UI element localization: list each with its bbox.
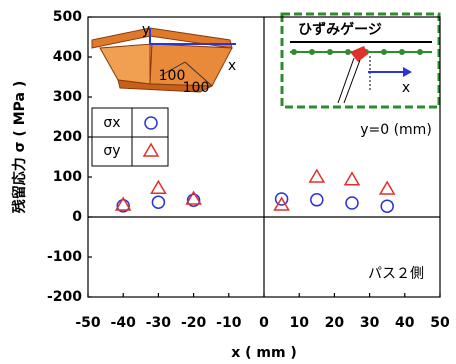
y-tick-label: -200 [47,289,82,305]
x-tick-label: -40 [111,315,137,331]
x-tick-label: 50 [430,315,450,331]
data-point [311,194,323,206]
x-tick-label: 10 [289,315,309,331]
annotation: 100 [159,68,186,84]
y-tick-label: 0 [72,209,82,225]
x-tick-label: 40 [395,315,415,331]
annotation: 100 [183,80,210,96]
annotation: x [402,80,410,96]
data-point [152,196,164,208]
x-tick-label: 20 [325,315,345,331]
chart: -200-1000100200300400500-50-40-30-20-100… [0,0,456,364]
y-tick-label: 200 [53,129,82,145]
y-tick-label: -100 [47,249,82,265]
annotation: y [142,22,150,38]
x-tick-label: 30 [360,315,380,331]
annotation: ひずみゲージ [298,21,382,38]
y-tick-label: 400 [53,49,82,65]
annotation: y=0 (mm) [360,122,432,138]
y-tick-label: 300 [53,89,82,105]
x-tick-label: -30 [146,315,172,331]
data-point [346,197,358,209]
data-point [345,173,359,185]
x-tick-label: 0 [259,315,269,331]
x-axis-label: x ( mm ) [231,345,297,361]
x-tick-label: -50 [75,315,101,331]
data-point [275,198,289,210]
legend-label: σy [103,143,120,159]
data-point [381,200,393,212]
data-point [310,170,324,182]
annotation: パス２側 [368,266,424,282]
annotation: x [228,58,236,74]
x-tick-label: -10 [216,315,242,331]
x-tick-label: -20 [181,315,207,331]
y-tick-label: 100 [53,169,82,185]
data-point [380,182,394,194]
y-tick-label: 500 [53,9,82,25]
y-axis-label: 残留応力 σ ( MPa ) [11,81,28,213]
data-point [151,181,165,193]
legend-label: σx [103,115,120,131]
